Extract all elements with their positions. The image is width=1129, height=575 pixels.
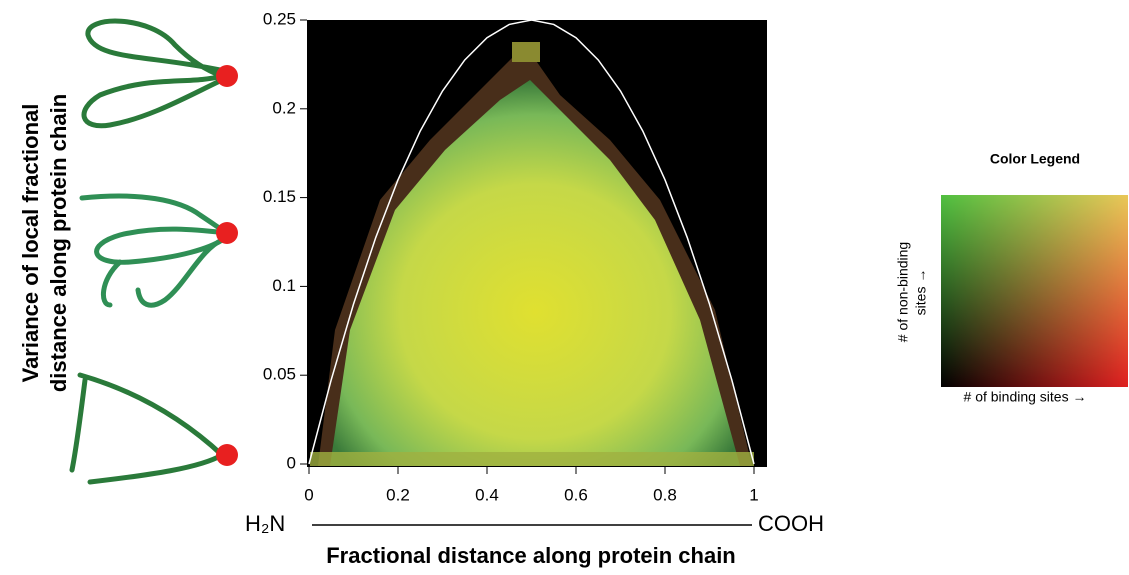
- y-axis-label: Variance of local fractional: [18, 104, 43, 383]
- x-tick-label: 0.6: [564, 485, 588, 504]
- legend-y-label: # of non-binding: [895, 242, 911, 342]
- y-tick-label: 0.25: [263, 9, 296, 28]
- binding-dot: [216, 222, 238, 244]
- x-tick-label: 0.8: [653, 485, 677, 504]
- legend-y-label: sites →: [913, 269, 929, 316]
- y-tick-label: 0: [287, 453, 296, 472]
- x-end-label: COOH: [758, 511, 824, 536]
- loop-shape: [79, 193, 229, 308]
- y-tick-label: 0.05: [263, 365, 296, 384]
- x-tick-label: 1: [749, 485, 758, 504]
- x-tick-label: 0.4: [475, 485, 499, 504]
- heatmap-bottom-row: [310, 452, 754, 466]
- binding-dots: [216, 65, 238, 466]
- x-axis-label: Fractional distance along protein chain: [326, 543, 736, 568]
- y-axis-label: distance along protein chain: [46, 94, 71, 392]
- loop-shape: [81, 18, 231, 129]
- binding-dot: [216, 65, 238, 87]
- heatmap-body: [330, 80, 740, 466]
- x-tick-label: 0: [304, 485, 313, 504]
- illustrations: [69, 18, 231, 485]
- legend-x-label: # of binding sites →: [964, 389, 1087, 405]
- y-tick-label: 0.1: [272, 276, 296, 295]
- y-tick-label: 0.2: [272, 98, 296, 117]
- legend-square-overlay: [941, 195, 1128, 387]
- legend-title: Color Legend: [990, 151, 1080, 167]
- binding-dot: [216, 444, 238, 466]
- y-tick-label: 0.15: [263, 187, 296, 206]
- heatmap-peak: [512, 42, 540, 62]
- boundary-curve: [308, 19, 755, 465]
- x-tick-label: 0.2: [386, 485, 410, 504]
- x-start-label: H₂N: [245, 511, 285, 536]
- loop-shape: [69, 372, 227, 485]
